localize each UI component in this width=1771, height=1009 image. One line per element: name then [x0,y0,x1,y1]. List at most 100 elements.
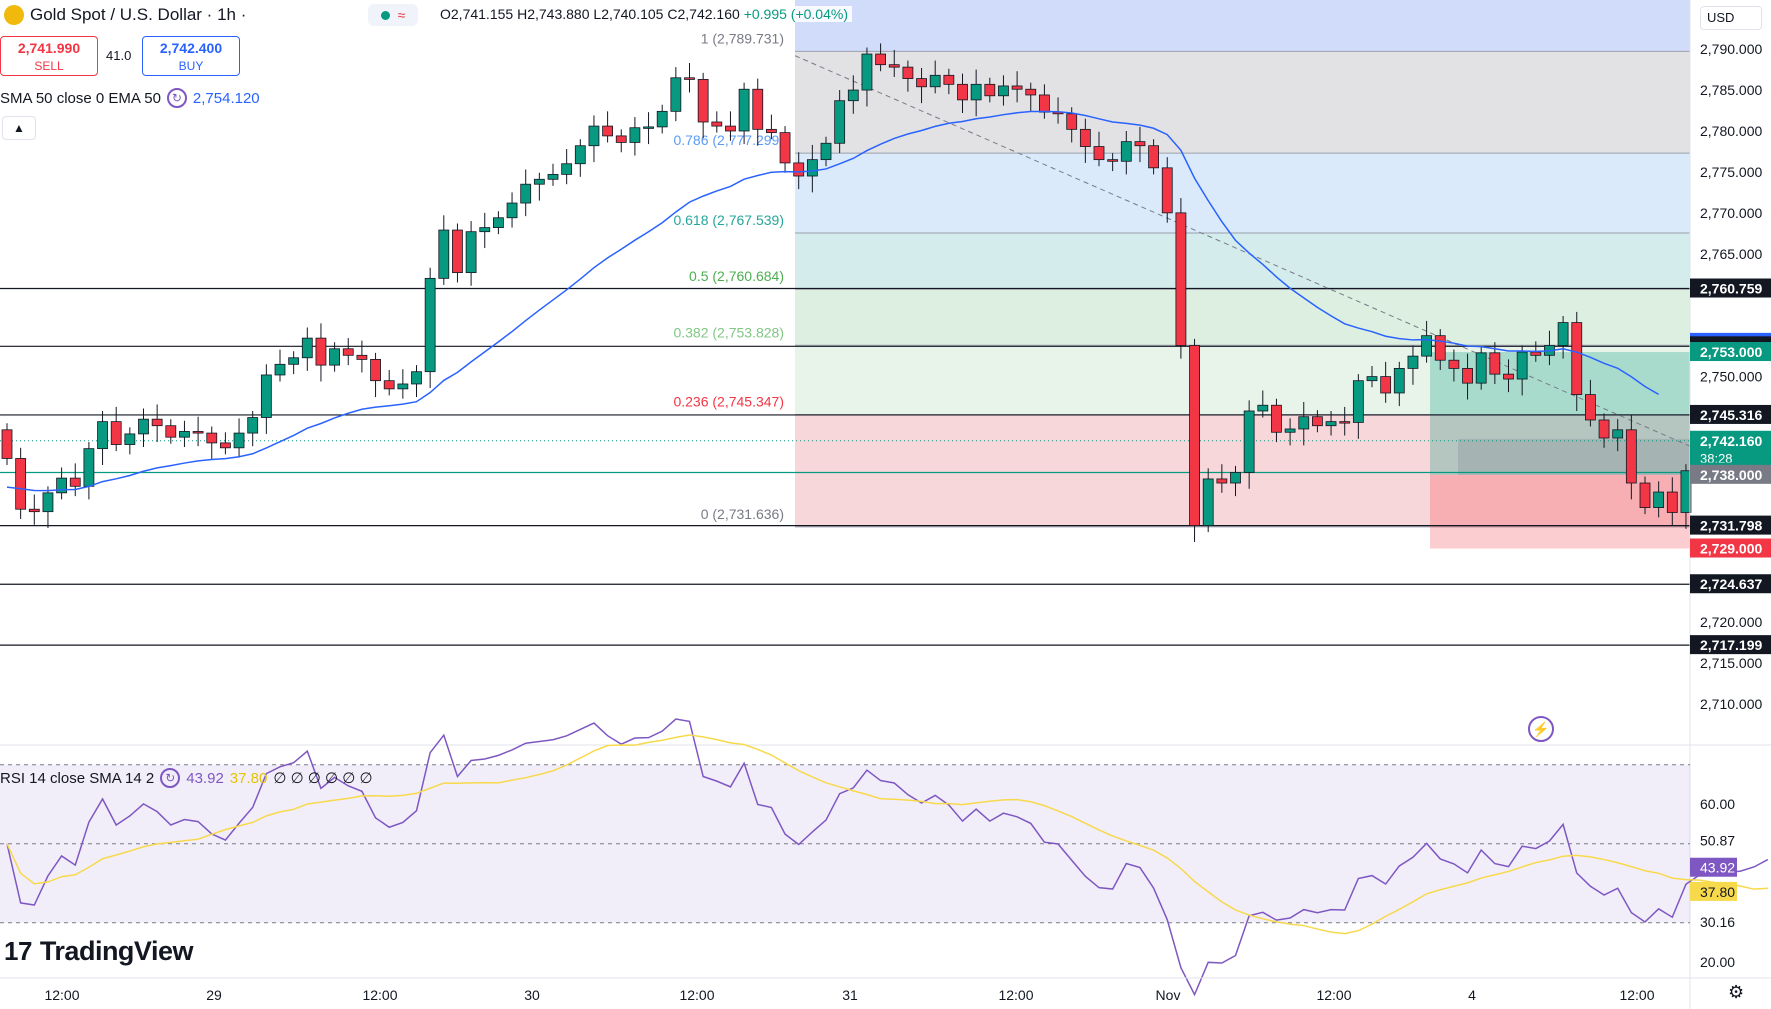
currency-selector[interactable]: USD [1700,6,1762,30]
candle [356,340,368,373]
ma-line [6,110,1660,492]
candle [875,43,886,72]
rsi-tick-label: 50.87 [1700,832,1735,848]
rsi-line [6,718,1769,997]
market-open-dot-icon [380,10,390,20]
candle-body [1585,394,1596,421]
candle-body [342,348,354,356]
candle-body [301,337,313,359]
candle-body [643,126,654,129]
candle [766,114,777,140]
time-tick-label: 12:00 [362,987,397,1003]
fib-zone [795,233,1690,290]
candle-body [138,418,149,435]
candle [1407,345,1419,385]
candle [1257,390,1269,418]
collapse-legend-button[interactable]: ▲ [2,116,36,140]
candle-body [1134,141,1146,147]
sell-button[interactable]: 2,741.990 SELL [0,36,98,76]
candle-body [1557,322,1569,346]
candle [1243,400,1255,489]
candle [165,419,177,444]
buy-price: 2,742.400 [159,40,223,56]
candle [1625,415,1637,500]
candle [1380,361,1392,403]
lightning-icon[interactable]: ⚡ [1528,716,1554,742]
price-badge-bg [1690,430,1771,467]
candle-body [1,429,13,459]
candle [725,111,736,141]
fib-zone [795,51,1690,154]
candle-body [1639,482,1651,508]
time-tick-label: Nov [1156,987,1181,1003]
candle-body [56,477,67,494]
candle-body [124,433,136,445]
candle [1148,139,1159,175]
ohlc-readout: O2,741.155 H2,743.880 L2,740.105 C2,742.… [436,6,852,22]
candle-body [1516,351,1528,380]
candle [342,338,354,366]
candle [424,267,436,389]
candle-body [1202,478,1214,526]
candle [793,152,805,190]
candle-body [574,145,586,165]
candle [138,408,149,447]
candle [970,69,982,117]
candle-body [1380,376,1392,394]
candle [28,494,40,525]
candle [684,63,695,93]
candle-body [329,348,341,366]
candle-body [984,83,996,97]
candle-body [1421,335,1432,357]
sell-price: 2,741.990 [17,40,81,56]
candle [329,342,341,372]
buy-button[interactable]: 2,742.400 BUY [142,36,240,76]
candle [806,144,818,193]
rsi-value-badge: 37.80 [1690,881,1737,901]
candle-body [315,337,327,366]
gear-icon[interactable]: ⚙ [1728,982,1745,1002]
rsi-tick-label: 60.00 [1700,796,1735,812]
cycle-icon[interactable]: ↻ [160,768,181,788]
candle-body [875,53,886,66]
candle-body [533,178,545,185]
tradingview-logo[interactable]: 17 TradingView [4,936,193,967]
candle [274,349,286,382]
candle [1352,374,1364,439]
market-status[interactable]: ≈ [368,4,418,26]
candle [1284,418,1296,446]
candle-body [1312,416,1323,427]
candle-body [520,183,532,204]
candle-body [752,88,764,130]
price-badge-bg [1690,464,1771,484]
price-label-badge: 2,753.000 [1690,342,1771,362]
candle [1598,413,1610,448]
candle [1680,464,1692,529]
candle-body [602,125,613,137]
candle [670,67,682,122]
candle-body [1011,85,1023,90]
candle [1503,359,1514,393]
candle [1202,468,1214,533]
candle-body [1571,322,1583,396]
time-tick-label: 4 [1468,987,1476,1003]
candle-body [506,202,518,219]
symbol-title[interactable]: Gold Spot / U.S. Dollar · 1h · [30,5,247,24]
candle-body [916,78,927,88]
cycle-icon[interactable]: ↻ [166,88,187,108]
candle [1,423,13,466]
price-tick-label: 2,720.000 [1700,614,1762,630]
ma-indicator-legend[interactable]: SMA 50 close 0 EMA 50 ↻ 2,754.120 [0,88,260,108]
candle-body [697,79,709,123]
candle [697,72,709,139]
rsi-indicator-legend[interactable]: RSI 14 close SMA 14 2 ↻ 43.92 37.80 ∅ ∅ … [0,768,373,788]
candle [233,418,245,458]
candle [219,432,231,455]
candle [506,192,518,228]
price-label-badge: 2,760.759 [1690,278,1771,298]
candle-body [1612,429,1624,439]
tradingview-mark-icon: 17 [4,936,32,966]
candle-body [1189,345,1200,526]
candle-body [1120,141,1132,162]
